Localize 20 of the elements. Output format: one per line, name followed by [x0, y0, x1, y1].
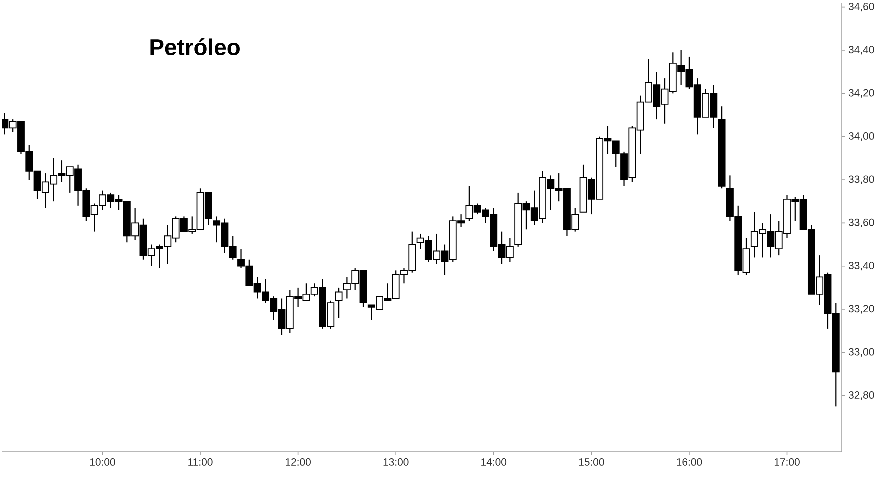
y-tick-label: 34,40: [848, 46, 874, 55]
x-tick-label: 10:00: [90, 458, 116, 466]
y-tick-label: 33,40: [848, 262, 874, 271]
y-tick-label: 34,20: [848, 89, 874, 98]
x-tick-label: 11:00: [188, 458, 213, 466]
x-tick-label: 14:00: [482, 458, 507, 466]
x-tick-label: 17:00: [774, 458, 800, 466]
text: Petróleo: [150, 38, 240, 56]
candlestick: [335, 287, 343, 319]
y-tick-label: 33,80: [848, 176, 874, 184]
y-tick-label: 32,80: [848, 392, 874, 400]
x-tick-label: 15:00: [579, 458, 604, 466]
x-tick-label: 13:00: [384, 458, 409, 466]
y-tick-label: 33,00: [848, 348, 874, 358]
x-tick-label: 12:00: [286, 458, 311, 466]
y-tick-label: 34,00: [848, 132, 874, 142]
y-tick-label: 33,20: [848, 305, 874, 314]
x-tick-label: 16:00: [677, 458, 702, 466]
y-tick-label: 33,60: [848, 218, 874, 228]
y-tick-label: 34,60: [848, 3, 874, 12]
